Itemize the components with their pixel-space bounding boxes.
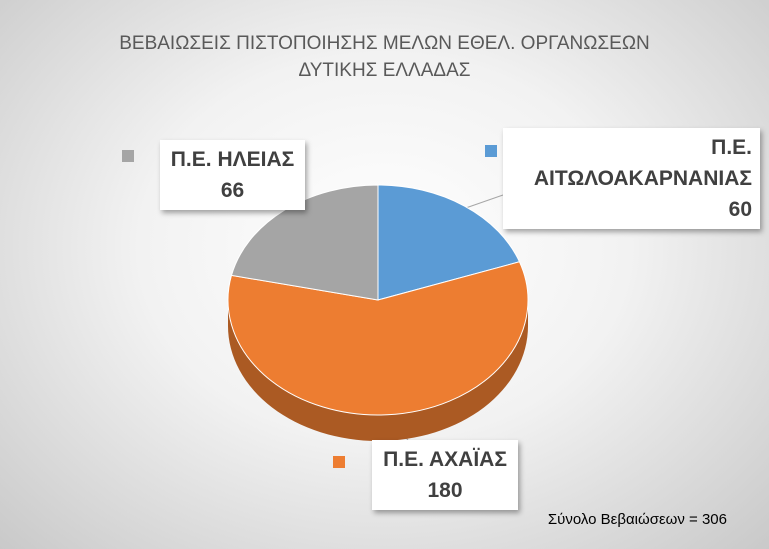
legend-marker — [485, 145, 497, 157]
slice-side — [228, 300, 528, 441]
value-label: 180 — [427, 479, 463, 502]
category-label: Π.Ε. ΗΛΕΙΑΣ — [170, 148, 295, 171]
legend-marker — [122, 150, 134, 162]
value-label: 60 — [728, 198, 752, 221]
data-label: Π.Ε. ΗΛΕΙΑΣ 66 — [160, 140, 305, 210]
slice — [230, 184, 379, 301]
data-label: Π.Ε. ΑΙΤΩΛΟΑΚΑΡΝΑΝΙΑΣ 60 — [503, 128, 760, 229]
chart-title: ΒΕΒΑΙΩΣΕΙΣ ΠΙΣΤΟΠΟΙΗΣΗΣ ΜΕΛΩΝ ΕΘΕΛ. ΟΡΓΑ… — [119, 33, 650, 81]
annotation: Σύνολο Βεβαιώσεων = 306 — [547, 511, 727, 528]
data-label: Π.Ε. ΑΧΑΪΑΣ 180 — [372, 440, 518, 510]
slice — [227, 261, 529, 416]
value-label: 66 — [220, 179, 245, 202]
legend-marker — [333, 456, 345, 468]
category-label: Π.Ε. ΑΧΑΪΑΣ — [383, 448, 507, 471]
category-label: Π.Ε. ΑΙΤΩΛΟΑΚΑΡΝΑΝΙΑΣ — [533, 136, 752, 190]
